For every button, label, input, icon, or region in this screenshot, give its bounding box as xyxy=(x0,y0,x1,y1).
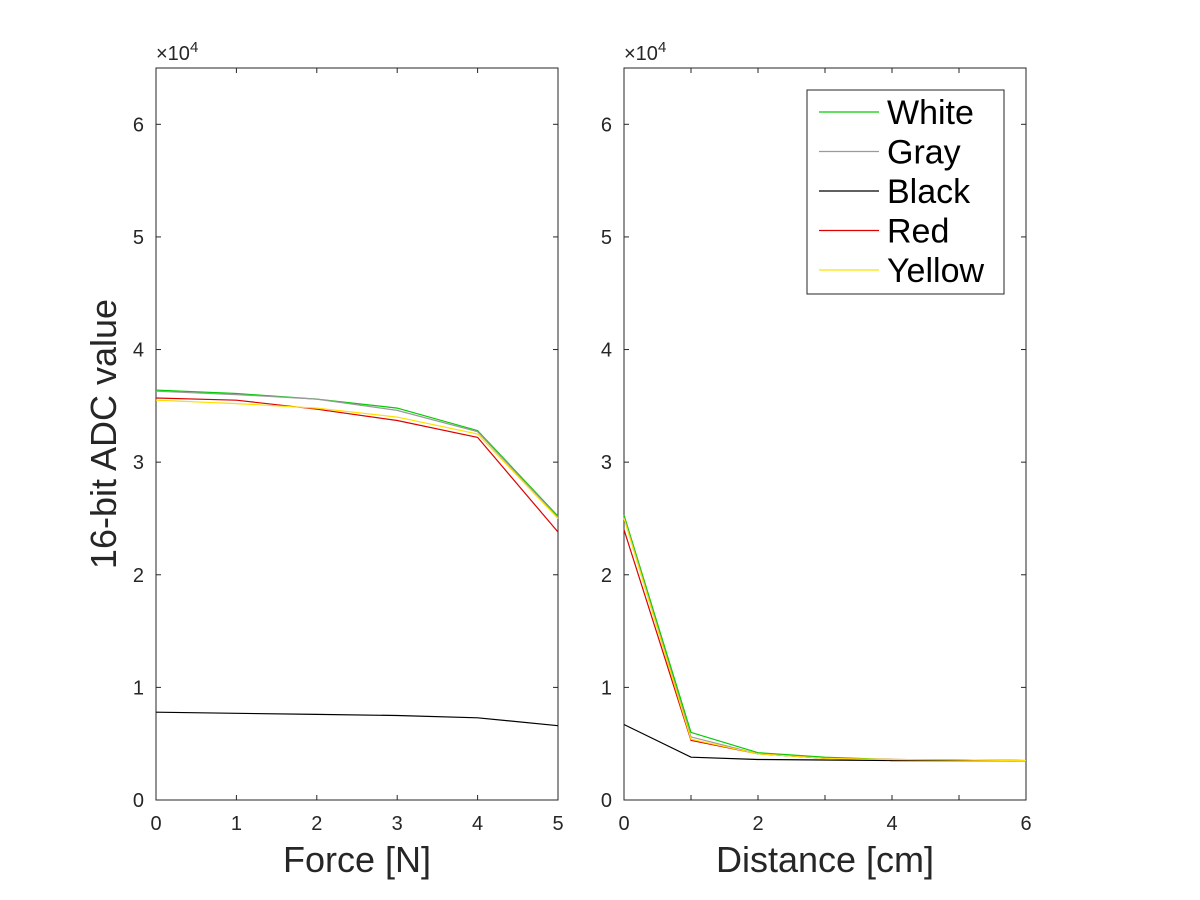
x-tick-label: 1 xyxy=(231,813,242,835)
x-tick-label: 0 xyxy=(150,813,161,835)
y-tick-label: 6 xyxy=(133,114,144,136)
x-tick-label: 2 xyxy=(311,813,322,835)
legend-label-red: Red xyxy=(887,213,949,251)
y-tick-label: 2 xyxy=(133,565,144,587)
y-exponent-power: 4 xyxy=(658,39,666,56)
y-exponent-base: ×10 xyxy=(156,43,190,65)
y-axis-label: 16-bit ADC value xyxy=(83,299,124,569)
x-tick-label: 0 xyxy=(618,813,629,835)
legend-label-gray: Gray xyxy=(887,134,961,172)
legend-box xyxy=(806,89,1005,295)
series-line-black xyxy=(155,711,559,727)
series-line-red xyxy=(155,397,559,533)
y-exponent-label: ×104 xyxy=(624,39,666,65)
y-exponent-label: ×104 xyxy=(156,39,198,65)
series-line-white xyxy=(155,389,559,517)
series-line-gray xyxy=(155,390,559,518)
series-line-yellow xyxy=(155,399,559,519)
legend-label-black: Black xyxy=(887,173,971,211)
y-tick-label: 6 xyxy=(601,114,612,136)
y-tick-label: 0 xyxy=(133,790,144,812)
x-tick-label: 4 xyxy=(886,813,897,835)
y-tick-label: 1 xyxy=(601,677,612,699)
x-tick-label: 3 xyxy=(392,813,403,835)
y-tick-label: 4 xyxy=(133,340,144,362)
x-axis-label: Distance [cm] xyxy=(716,839,934,880)
x-tick-label: 5 xyxy=(552,813,563,835)
legend-label-yellow: Yellow xyxy=(887,252,984,290)
y-tick-label: 1 xyxy=(133,677,144,699)
x-tick-label: 4 xyxy=(472,813,483,835)
y-exponent-power: 4 xyxy=(190,39,198,56)
y-tick-label: 3 xyxy=(133,452,144,474)
y-exponent-base: ×10 xyxy=(624,43,658,65)
y-tick-label: 4 xyxy=(601,340,612,362)
x-axis-label: Force [N] xyxy=(283,839,431,880)
x-tick-label: 2 xyxy=(752,813,763,835)
series-line-yellow xyxy=(623,518,1027,762)
y-tick-label: 3 xyxy=(601,452,612,474)
y-tick-label: 5 xyxy=(133,227,144,249)
x-tick-label: 6 xyxy=(1020,813,1031,835)
legend-label-white: White xyxy=(887,94,974,132)
y-tick-label: 2 xyxy=(601,565,612,587)
y-tick-label: 5 xyxy=(601,227,612,249)
axes-box xyxy=(155,67,559,801)
y-tick-label: 0 xyxy=(601,790,612,812)
